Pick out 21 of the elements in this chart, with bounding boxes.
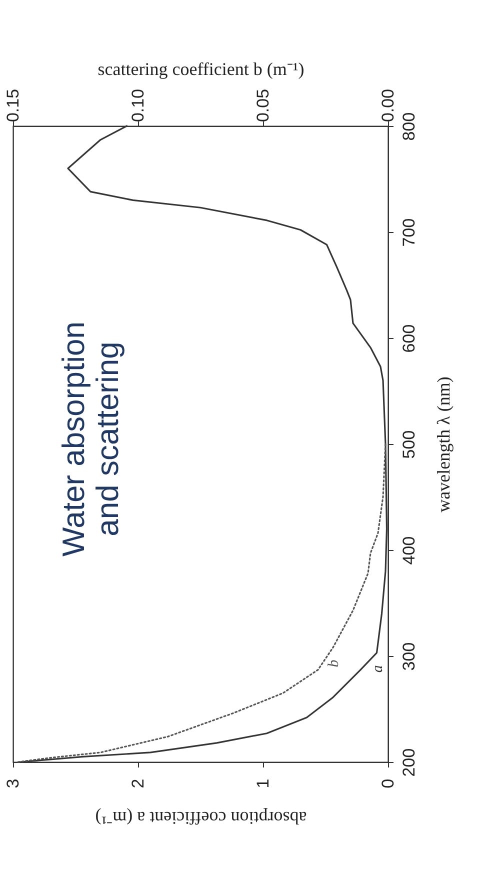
y-tick-label: 300 <box>400 642 418 671</box>
x-tick-label: 3 <box>4 778 22 788</box>
x2-tick-label: 0.10 <box>128 88 148 122</box>
x-tick-label: 0 <box>378 778 398 788</box>
x2-tick-label: 0.00 <box>378 88 398 122</box>
y-tick-label: 400 <box>400 536 418 565</box>
y-tick-label: 200 <box>400 748 418 777</box>
y-tick-label: 700 <box>400 218 418 247</box>
y-tick-label: 800 <box>400 112 418 141</box>
x2-tick-label: 0.05 <box>254 88 272 122</box>
text: a <box>370 665 386 673</box>
x-tick-label: 1 <box>254 778 272 788</box>
x-axis-title: absorption coefficient a (m⁻¹) <box>95 808 307 828</box>
y-tick-label: 600 <box>400 324 418 353</box>
y-axis-title: wavelength λ (nm) <box>434 376 454 512</box>
annotation: Water absorption and scattering <box>56 322 125 556</box>
text: b <box>326 659 342 668</box>
x2-tick-label: 0.15 <box>4 88 22 122</box>
x-tick-label: 2 <box>128 778 148 788</box>
x2-axis-title: scattering coefficient b (m⁻¹) <box>98 58 304 79</box>
y-tick-label: 500 <box>400 430 418 459</box>
